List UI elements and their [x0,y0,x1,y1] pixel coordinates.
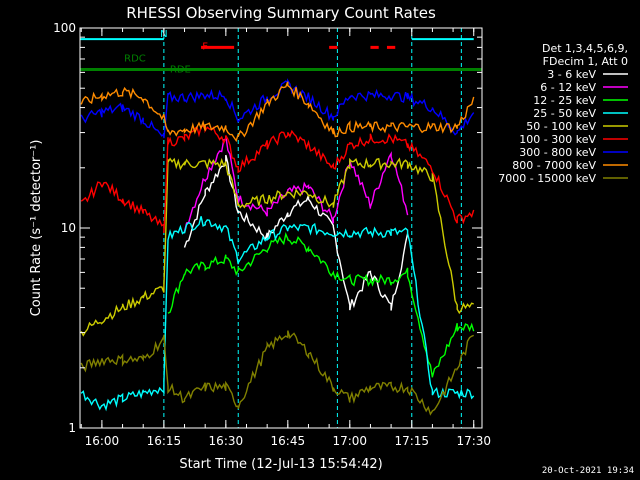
axis-layer: 16:00 16:15 16:30 16:45 17:00 17:15 17:30 1 10 10… [53,21,491,448]
legend-label: 3 - 6 keV [547,68,596,81]
annotation-label: RDE [170,64,191,75]
series-layer [80,78,475,416]
series-line-1 [183,154,409,311]
annotation-label: RDC [124,53,146,64]
y-tick-label: 10 [61,221,76,235]
x-tick-label: 17:15 [394,434,429,448]
legend-label: 12 - 25 keV [533,94,596,107]
x-tick-label: 17:00 [332,434,367,448]
legend-label: 7000 - 15000 keV [498,172,596,185]
y-tick-label: 1 [68,421,76,435]
x-tick-label: 16:00 [85,434,120,448]
series-line-3 [167,231,475,378]
legend-label: 300 - 800 keV [519,146,596,159]
x-tick-label: 16:15 [147,434,182,448]
series-line-9 [80,330,474,416]
annotation-label: F [202,42,208,53]
series-line-7 [80,78,475,139]
x-tick-label: 16:45 [271,434,306,448]
x-tick-label: 17:30 [456,434,491,448]
legend: Det 1,3,4,5,6,9, FDecim 1, Att 0 3 - 6 k… [498,42,628,185]
legend-label: 25 - 50 keV [533,107,596,120]
x-axis-label: Start Time (12-Jul-13 15:54:42) [179,457,382,472]
legend-label: 100 - 300 keV [519,133,596,146]
series-line-4 [80,216,475,412]
y-axis-label: Count Rate (s⁻¹ detector⁻¹) [29,140,44,317]
legend-header-detectors: Det 1,3,4,5,6,9, [542,42,628,55]
series-line-6 [80,124,475,234]
x-tick-label: 16:30 [209,434,244,448]
legend-label: 6 - 12 keV [540,81,596,94]
legend-label: 50 - 100 keV [526,120,596,133]
series-line-8 [80,81,475,143]
chart-title: RHESSI Observing Summary Count Rates [126,4,436,22]
legend-header-decimation: FDecim 1, Att 0 [543,55,628,68]
legend-label: 800 - 7000 keV [512,159,596,172]
series-line-5 [80,157,474,337]
generated-timestamp: 20-Oct-2021 19:34 [541,466,634,476]
y-tick-label: 100 [53,21,76,35]
